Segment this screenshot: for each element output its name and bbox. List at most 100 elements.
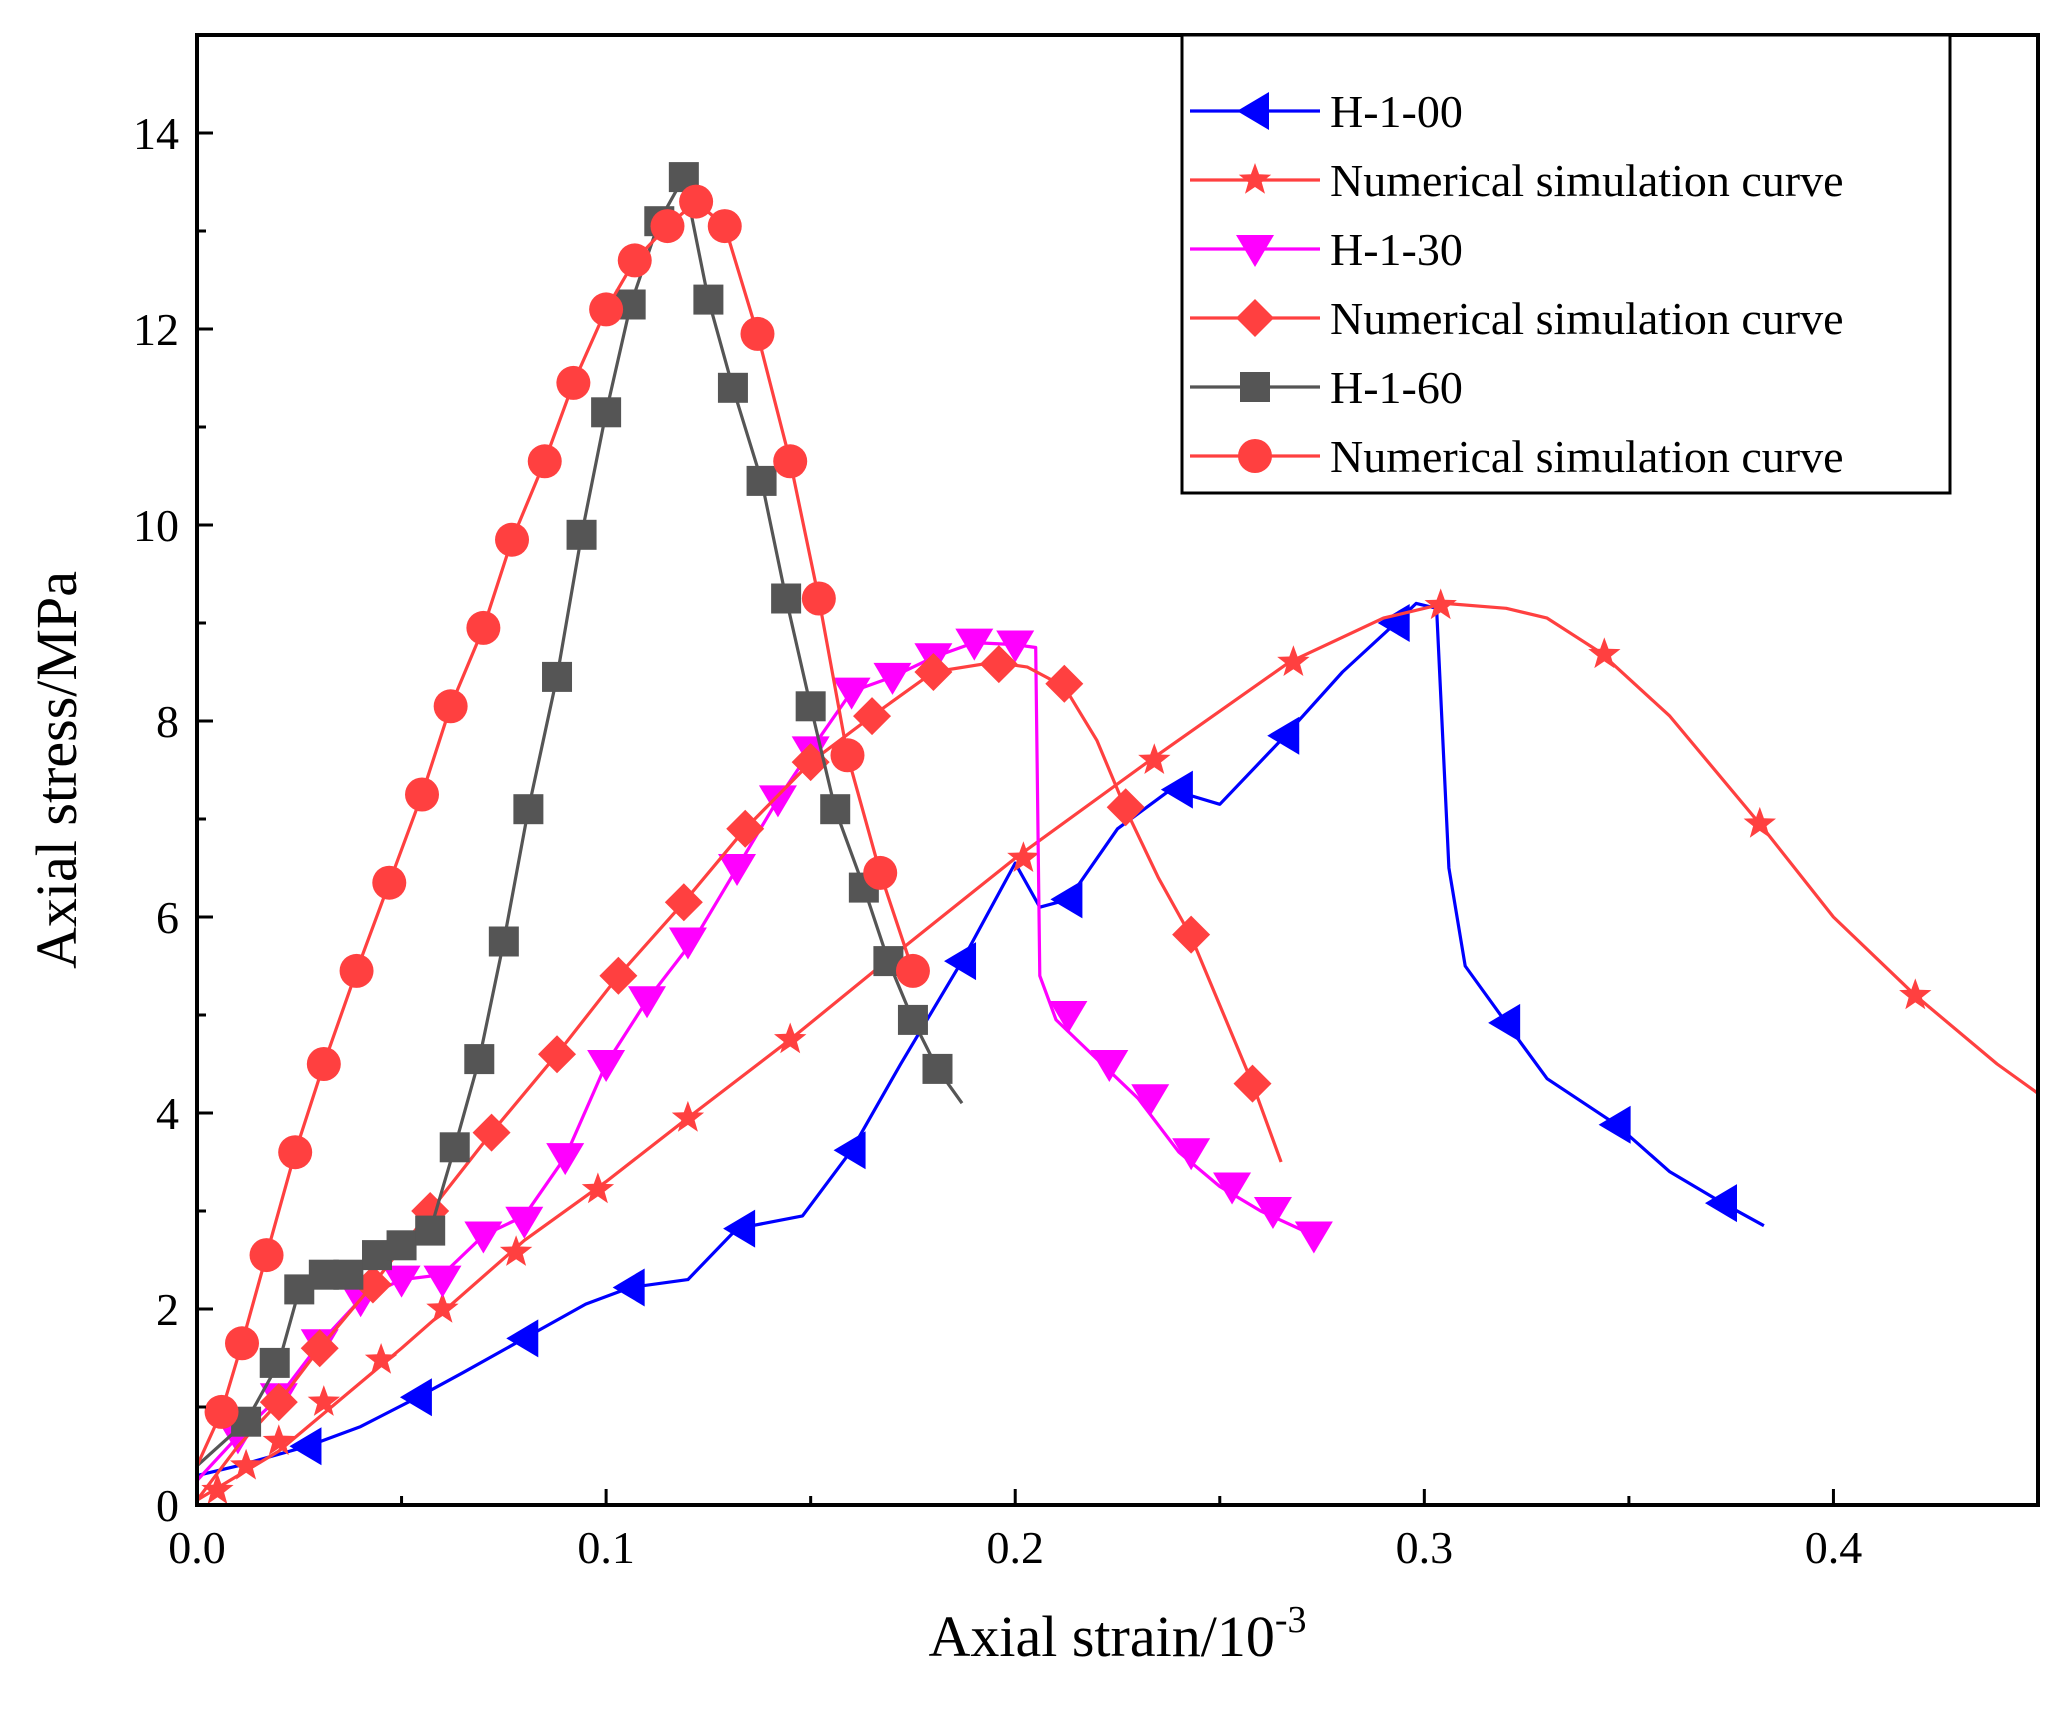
data-point <box>259 1383 298 1422</box>
data-point <box>439 1132 470 1163</box>
data-point <box>1131 1084 1170 1117</box>
data-point <box>506 1319 539 1358</box>
legend-marker <box>1238 163 1272 194</box>
y-axis-label: Axial stress/MPa <box>24 571 89 969</box>
data-point <box>717 372 748 403</box>
data-point <box>1277 645 1310 676</box>
data-point <box>612 1268 645 1307</box>
data-point <box>1007 841 1040 872</box>
data-point <box>1050 880 1083 919</box>
data-point <box>556 365 591 400</box>
data-point <box>300 1329 339 1368</box>
legend-marker <box>1237 92 1269 130</box>
data-point <box>259 1347 290 1378</box>
data-point <box>746 465 777 496</box>
data-point <box>1253 1197 1292 1229</box>
data-point <box>996 630 1035 663</box>
x-tick-label: 0.0 <box>168 1522 226 1573</box>
data-point <box>1172 915 1211 954</box>
legend-label: H-1-30 <box>1330 224 1463 275</box>
data-point <box>1294 1221 1333 1254</box>
data-point <box>1172 1138 1211 1171</box>
data-point <box>1138 743 1171 774</box>
series-5 <box>195 184 930 1467</box>
data-point <box>1267 716 1300 755</box>
data-point <box>488 926 519 957</box>
series-line <box>196 601 2039 1502</box>
data-point <box>433 689 468 724</box>
data-point <box>546 1143 585 1176</box>
data-point <box>386 1230 417 1261</box>
data-point <box>399 1378 432 1417</box>
data-point <box>740 316 775 351</box>
data-point <box>773 444 808 479</box>
legend-box <box>1180 33 1952 495</box>
data-point <box>671 1100 705 1132</box>
data-point <box>693 284 724 315</box>
data-point <box>472 1113 511 1152</box>
x-axis-label-text: Axial strain/10 <box>929 1604 1275 1669</box>
axes: 0.0 0.1 0.2 0.3 0.4 0 2 4 6 8 10 12 14 <box>133 108 2040 1573</box>
data-point <box>229 1448 263 1480</box>
x-tick-label: 0.4 <box>1805 1522 1863 1573</box>
data-point <box>307 1385 340 1416</box>
data-point <box>415 1215 446 1246</box>
data-point <box>914 653 953 691</box>
data-point <box>589 292 624 327</box>
legend-marker <box>1240 372 1270 402</box>
data-point <box>723 1209 756 1248</box>
data-point <box>771 583 802 614</box>
legend-label: H-1-00 <box>1330 86 1463 137</box>
series-line <box>196 601 1765 1478</box>
data-point <box>801 581 836 616</box>
x-tick-label: 0.3 <box>1396 1522 1454 1573</box>
legend-marker <box>1236 235 1274 267</box>
data-point <box>895 953 930 988</box>
data-point <box>664 883 703 922</box>
data-point <box>249 1238 284 1273</box>
data-point <box>853 697 892 736</box>
data-point <box>617 243 652 278</box>
plot-frame <box>195 33 2040 1507</box>
data-point <box>873 662 912 695</box>
data-point <box>204 1394 239 1429</box>
data-point <box>464 1221 503 1254</box>
data-point <box>464 1044 495 1075</box>
series-1 <box>196 588 2039 1505</box>
y-tick-label: 4 <box>156 1088 179 1139</box>
data-point <box>505 1206 544 1239</box>
y-tick-label: 2 <box>156 1284 179 1335</box>
data-point <box>1424 588 1457 620</box>
data-point <box>863 855 898 890</box>
legend-marker <box>1236 299 1274 337</box>
x-axis-label-exponent: -3 <box>1275 1599 1307 1641</box>
data-point <box>1045 664 1084 703</box>
data-point <box>955 628 994 661</box>
data-point <box>897 1004 928 1035</box>
data-point <box>833 1131 866 1170</box>
legend-label: Numerical simulation curve <box>1330 293 1844 344</box>
legend-label: Numerical simulation curve <box>1330 431 1844 482</box>
data-point <box>289 1427 322 1466</box>
data-point <box>405 777 440 812</box>
y-tick-label: 10 <box>133 500 179 551</box>
data-point <box>542 661 573 692</box>
y-tick-label: 0 <box>156 1480 179 1531</box>
data-point <box>333 1259 364 1290</box>
data-point <box>382 1265 421 1298</box>
data-point <box>979 645 1018 684</box>
data-point <box>1488 1003 1521 1042</box>
data-point <box>718 854 757 886</box>
data-point <box>1213 1172 1252 1205</box>
legend-label: Numerical simulation curve <box>1330 155 1844 206</box>
data-point <box>922 1053 953 1084</box>
data-point <box>650 209 685 244</box>
data-point <box>1106 788 1145 827</box>
data-point <box>426 1292 459 1323</box>
data-point <box>1090 1050 1129 1082</box>
data-point <box>499 1235 533 1266</box>
x-tick-label: 0.1 <box>577 1522 635 1573</box>
data-point <box>423 1265 462 1298</box>
data-point <box>774 1022 807 1054</box>
